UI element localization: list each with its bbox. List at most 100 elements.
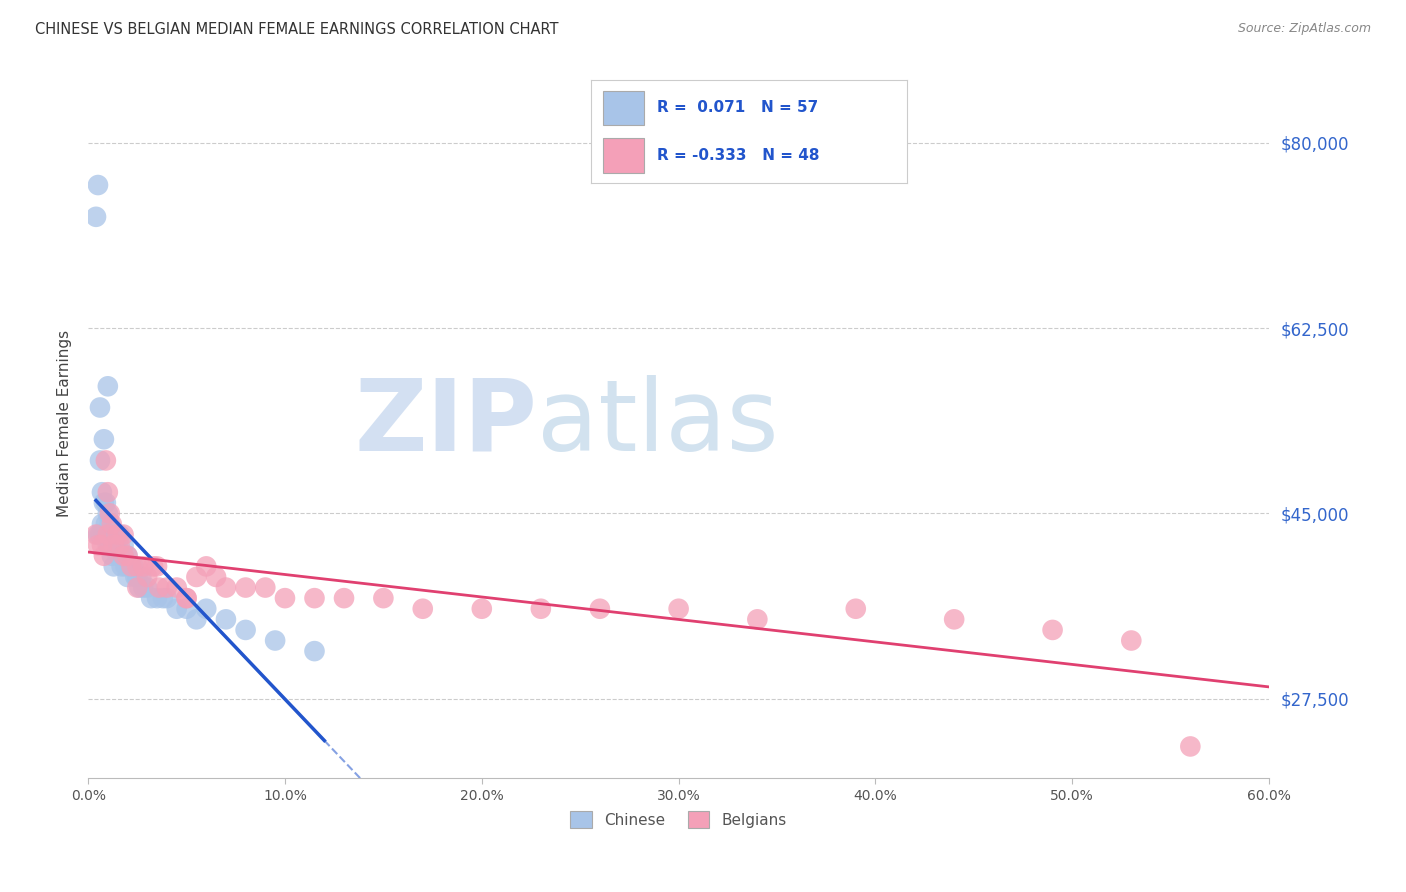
Point <box>94 516 117 531</box>
FancyBboxPatch shape <box>603 137 644 173</box>
Point <box>304 591 326 606</box>
Text: atlas: atlas <box>537 375 779 472</box>
Point <box>747 612 769 626</box>
Point <box>127 559 149 574</box>
Text: Source: ZipAtlas.com: Source: ZipAtlas.com <box>1237 22 1371 36</box>
Point <box>100 549 122 563</box>
Point <box>195 601 218 615</box>
Point <box>84 527 107 541</box>
Point <box>186 570 208 584</box>
Point <box>103 538 125 552</box>
Point <box>176 601 198 615</box>
Point <box>120 559 142 574</box>
Point <box>471 601 494 615</box>
Point <box>156 581 179 595</box>
Point <box>132 581 155 595</box>
Point <box>195 559 218 574</box>
Point <box>235 623 257 637</box>
Point <box>98 507 121 521</box>
Point <box>127 581 149 595</box>
Legend: Chinese, Belgians: Chinese, Belgians <box>564 805 793 834</box>
Point <box>118 559 141 574</box>
Point <box>112 549 135 563</box>
Point <box>186 612 208 626</box>
Point <box>215 612 238 626</box>
Point <box>166 601 188 615</box>
Point <box>97 379 120 393</box>
Point <box>235 581 257 595</box>
Point <box>117 549 139 563</box>
Point <box>94 496 117 510</box>
Point <box>176 591 198 606</box>
Text: CHINESE VS BELGIAN MEDIAN FEMALE EARNINGS CORRELATION CHART: CHINESE VS BELGIAN MEDIAN FEMALE EARNING… <box>35 22 558 37</box>
Point <box>94 453 117 467</box>
Point <box>127 570 149 584</box>
Point <box>1121 633 1143 648</box>
Point <box>97 485 120 500</box>
Y-axis label: Median Female Earnings: Median Female Earnings <box>58 330 72 517</box>
Point <box>97 527 120 541</box>
Point <box>129 570 152 584</box>
Point <box>136 570 159 584</box>
Text: R =  0.071   N = 57: R = 0.071 N = 57 <box>657 101 818 115</box>
Point <box>205 570 228 584</box>
Point <box>156 591 179 606</box>
Point <box>87 527 110 541</box>
Point <box>90 485 112 500</box>
Point <box>114 559 136 574</box>
Point <box>264 633 287 648</box>
Point <box>124 570 146 584</box>
Point <box>100 516 122 531</box>
Point <box>148 581 170 595</box>
Point <box>90 516 112 531</box>
Point <box>589 601 612 615</box>
Point <box>108 549 131 563</box>
Point <box>530 601 553 615</box>
Point <box>254 581 277 595</box>
Point <box>87 538 110 552</box>
Point <box>120 559 142 574</box>
Point <box>110 559 132 574</box>
Point <box>89 453 111 467</box>
Point <box>104 538 127 552</box>
Point <box>93 432 115 446</box>
Point <box>107 527 129 541</box>
Point <box>87 178 110 192</box>
Point <box>1180 739 1202 754</box>
Point <box>128 581 150 595</box>
Point <box>98 538 121 552</box>
Point <box>146 559 169 574</box>
Point <box>90 538 112 552</box>
Point <box>97 527 120 541</box>
Point <box>97 507 120 521</box>
Text: R = -0.333   N = 48: R = -0.333 N = 48 <box>657 148 820 162</box>
Point <box>333 591 356 606</box>
Point <box>103 538 125 552</box>
Point <box>112 538 135 552</box>
Point <box>117 549 139 563</box>
Point <box>943 612 966 626</box>
Point <box>139 591 162 606</box>
Point <box>107 538 129 552</box>
Point <box>166 581 188 595</box>
Point <box>304 644 326 658</box>
Point <box>107 549 129 563</box>
Point <box>146 591 169 606</box>
Point <box>152 591 174 606</box>
Point <box>93 496 115 510</box>
Point <box>90 527 112 541</box>
Point <box>112 527 135 541</box>
Point <box>668 601 690 615</box>
Point <box>93 549 115 563</box>
Point <box>142 559 165 574</box>
Point <box>93 527 115 541</box>
Point <box>89 401 111 415</box>
Point <box>107 527 129 541</box>
Point <box>1042 623 1064 637</box>
Point <box>122 559 145 574</box>
Point <box>412 601 434 615</box>
Point <box>100 527 122 541</box>
FancyBboxPatch shape <box>603 91 644 126</box>
Point <box>84 210 107 224</box>
Point <box>112 549 135 563</box>
